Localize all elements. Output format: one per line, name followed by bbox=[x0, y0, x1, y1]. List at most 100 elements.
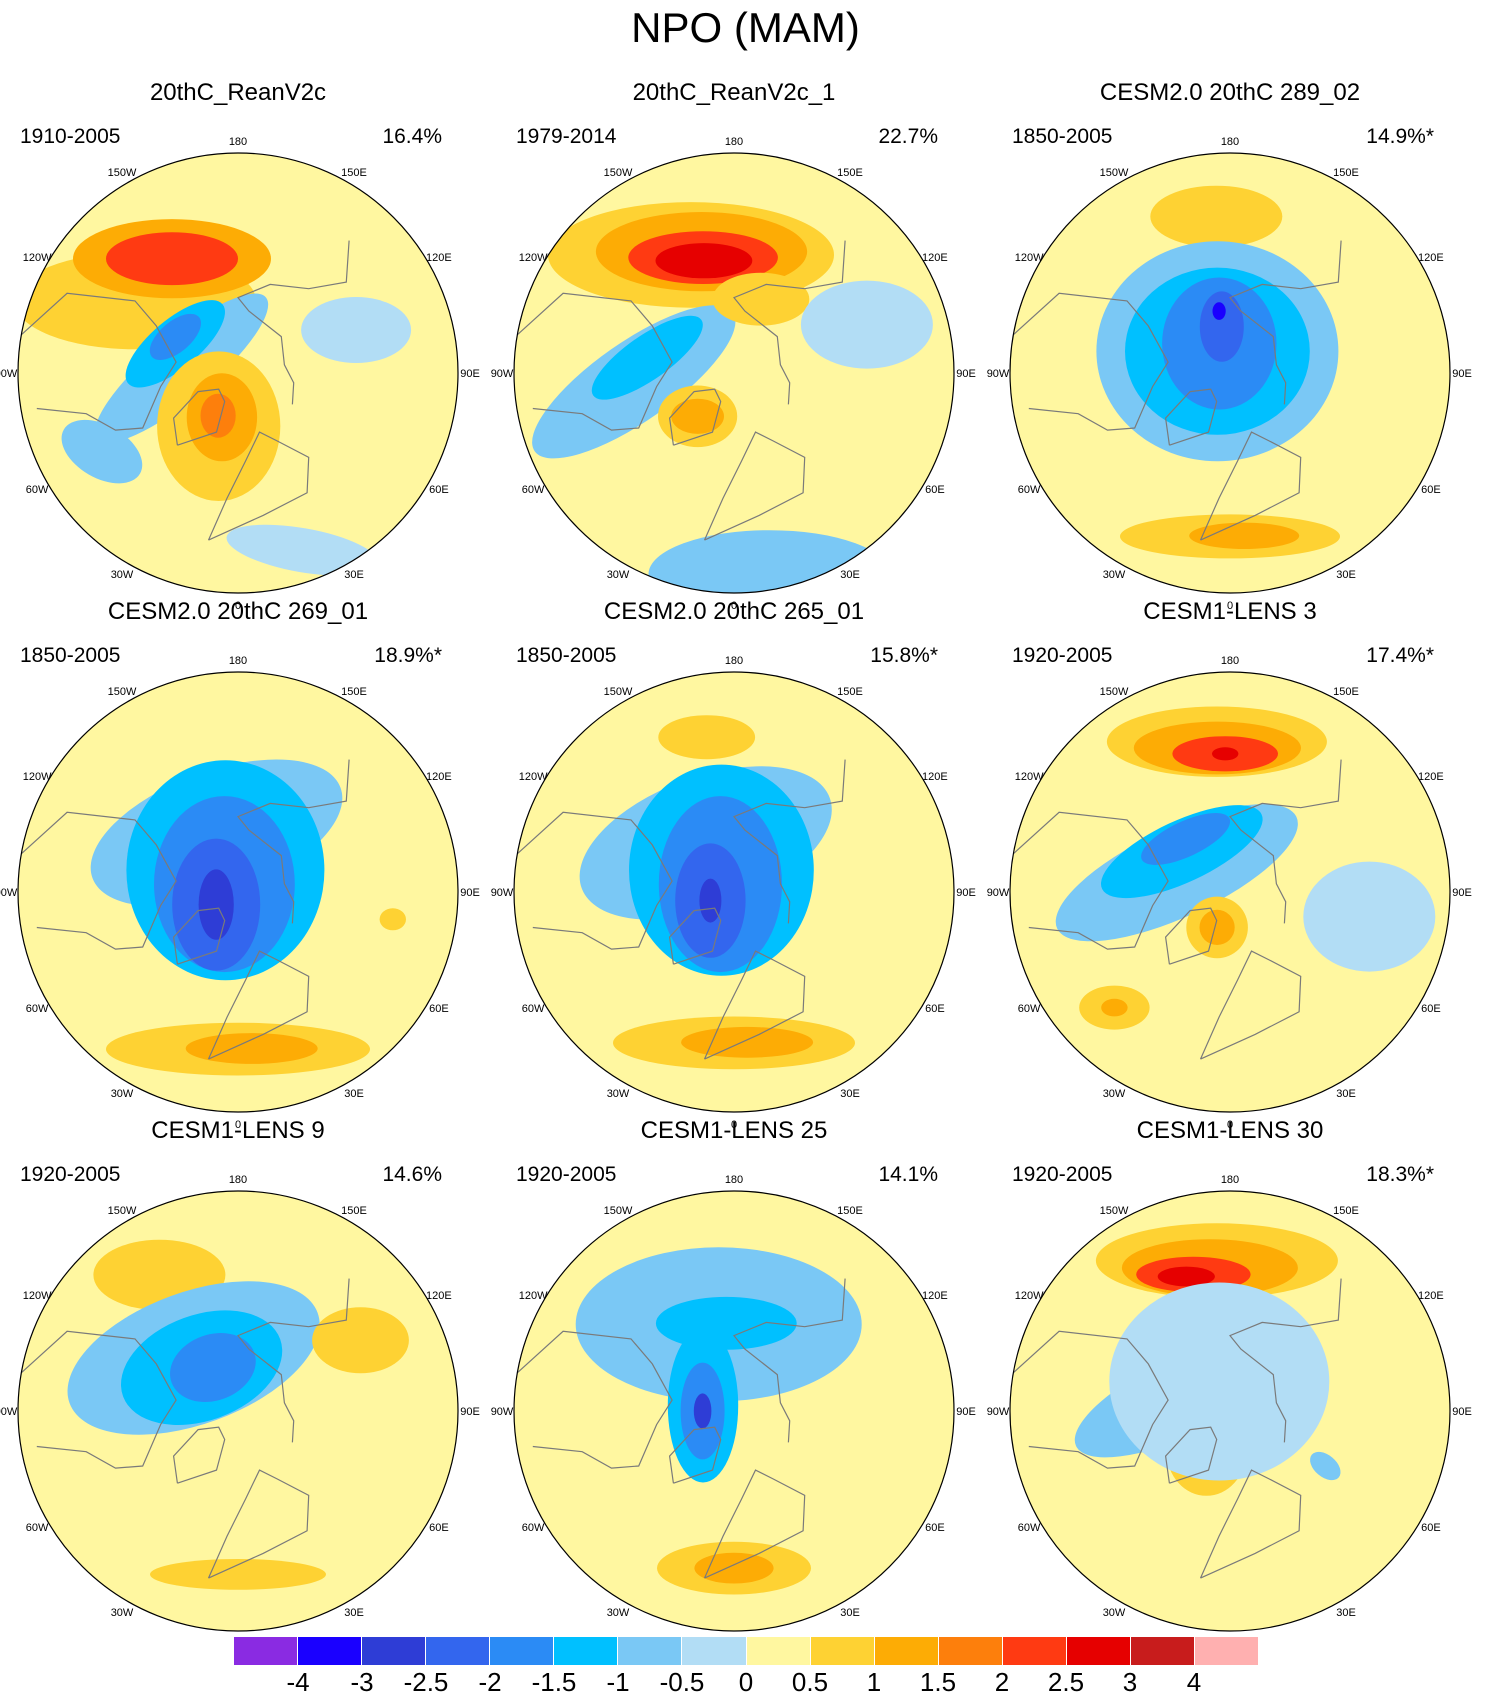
longitude-label: 60W bbox=[522, 1003, 545, 1015]
panel-period: 1920-2005 bbox=[1012, 644, 1113, 667]
panel-period: 1920-2005 bbox=[516, 1163, 617, 1186]
longitude-label: 60E bbox=[429, 484, 449, 496]
coastline bbox=[1199, 950, 1302, 1060]
anomaly-contour bbox=[681, 1026, 814, 1058]
longitude-label: 150W bbox=[108, 1205, 137, 1217]
anomaly-contour bbox=[648, 530, 891, 593]
anomaly-contour bbox=[1141, 813, 1231, 865]
anomaly-contour bbox=[198, 869, 234, 940]
longitude-label: 150W bbox=[604, 1205, 633, 1217]
colorbar-label: 0 bbox=[738, 1667, 754, 1697]
longitude-label: 120E bbox=[1418, 1290, 1444, 1302]
longitude-label: 60E bbox=[1421, 484, 1441, 496]
longitude-label: 60W bbox=[26, 1522, 49, 1534]
map-border bbox=[17, 671, 459, 1113]
map-fill bbox=[18, 672, 458, 1112]
map-fill bbox=[514, 153, 954, 593]
panel-variance: 17.4%* bbox=[1366, 644, 1434, 667]
colorbar-swatch bbox=[810, 1637, 875, 1665]
panel-period: 1979-2014 bbox=[516, 125, 617, 148]
panel-period: 1920-2005 bbox=[20, 1163, 121, 1186]
anomaly-contour bbox=[658, 715, 756, 760]
coastline bbox=[1199, 431, 1302, 541]
longitude-label: 120W bbox=[23, 252, 52, 264]
panel-title: CESM1-LENS 3 bbox=[1143, 598, 1317, 625]
coastline bbox=[20, 811, 177, 950]
longitude-label: 60E bbox=[925, 484, 945, 496]
panel-title: 20thC_ReanV2c_1 bbox=[632, 79, 836, 106]
colorbar-label: 3 bbox=[1122, 1667, 1138, 1697]
colorbar-label: -2 bbox=[478, 1667, 502, 1697]
anomaly-contour bbox=[301, 297, 412, 363]
anomaly-contour bbox=[712, 272, 810, 326]
longitude-label: 60W bbox=[1018, 1522, 1041, 1534]
coastline bbox=[668, 907, 722, 965]
longitude-label: 150W bbox=[1100, 686, 1129, 698]
map-panel: CESM2.0 20thC 289_02 1850-2005 14.9%* 180 15… bbox=[987, 78, 1472, 612]
longitude-label: 120E bbox=[426, 771, 452, 783]
map-fill bbox=[514, 672, 954, 1112]
longitude-label: 90W bbox=[987, 1406, 1010, 1418]
longitude-label: 120E bbox=[426, 1290, 452, 1302]
anomaly-contour bbox=[379, 908, 406, 931]
panel-title: CESM2.0 20thC 265_01 bbox=[603, 598, 865, 625]
anomaly-contour bbox=[185, 1033, 318, 1064]
longitude-label: 180 bbox=[725, 136, 743, 148]
colorbar-swatch bbox=[746, 1637, 811, 1665]
longitude-label: 90W bbox=[491, 368, 514, 380]
anomaly-contour bbox=[1303, 861, 1436, 972]
longitude-label: 90W bbox=[0, 887, 18, 899]
longitude-label: 60E bbox=[429, 1003, 449, 1015]
longitude-label: 30E bbox=[1336, 569, 1356, 581]
longitude-label: 60W bbox=[522, 1522, 545, 1534]
map-fill bbox=[18, 1191, 458, 1631]
coastline bbox=[733, 1278, 846, 1443]
coastline bbox=[207, 1469, 310, 1579]
colorbar-swatch bbox=[362, 1637, 427, 1665]
longitude-label: 60W bbox=[26, 1003, 49, 1015]
map-border bbox=[1009, 152, 1451, 594]
longitude-label: 120W bbox=[1015, 771, 1044, 783]
panel-variance: 15.8%* bbox=[870, 644, 938, 667]
longitude-label: 180 bbox=[725, 1174, 743, 1186]
longitude-label: 150W bbox=[604, 686, 633, 698]
map-panel: CESM1-LENS 9 1920-2005 14.6% 180 150E 120E 90E… bbox=[0, 1116, 480, 1650]
colorbar-label: -1.5 bbox=[531, 1667, 577, 1697]
coastline bbox=[1012, 292, 1169, 431]
longitude-label: 90E bbox=[460, 887, 480, 899]
longitude-label: 150W bbox=[1100, 1205, 1129, 1217]
longitude-label: 150E bbox=[341, 686, 367, 698]
colorbar-swatch bbox=[234, 1637, 299, 1665]
map-border bbox=[513, 671, 955, 1113]
anomaly-contour bbox=[1101, 998, 1128, 1017]
longitude-label: 120W bbox=[519, 771, 548, 783]
colorbar-label: 1.5 bbox=[919, 1667, 957, 1697]
longitude-label: 150E bbox=[837, 1205, 863, 1217]
coastline bbox=[237, 1278, 350, 1443]
anomaly-contour bbox=[106, 232, 238, 286]
longitude-label: 90E bbox=[460, 1406, 480, 1418]
colorbar-swatch bbox=[298, 1637, 363, 1665]
longitude-label: 30E bbox=[344, 1088, 364, 1100]
longitude-label: 150W bbox=[108, 167, 137, 179]
longitude-label: 90E bbox=[1452, 887, 1472, 899]
longitude-label: 180 bbox=[229, 136, 247, 148]
coastline bbox=[703, 431, 806, 541]
longitude-label: 120E bbox=[922, 771, 948, 783]
longitude-label: 30W bbox=[1103, 1607, 1126, 1619]
longitude-label: 0 bbox=[731, 1119, 737, 1131]
longitude-label: 120W bbox=[1015, 1290, 1044, 1302]
longitude-label: 120E bbox=[426, 252, 452, 264]
coastline bbox=[1199, 1469, 1302, 1579]
coastline bbox=[1229, 759, 1342, 924]
longitude-label: 120E bbox=[1418, 252, 1444, 264]
anomaly-contour bbox=[170, 1333, 256, 1402]
anomaly-contour bbox=[1157, 1266, 1215, 1287]
anomaly-contour bbox=[655, 243, 753, 279]
coastline bbox=[1012, 1330, 1169, 1469]
longitude-label: 150E bbox=[1333, 686, 1359, 698]
